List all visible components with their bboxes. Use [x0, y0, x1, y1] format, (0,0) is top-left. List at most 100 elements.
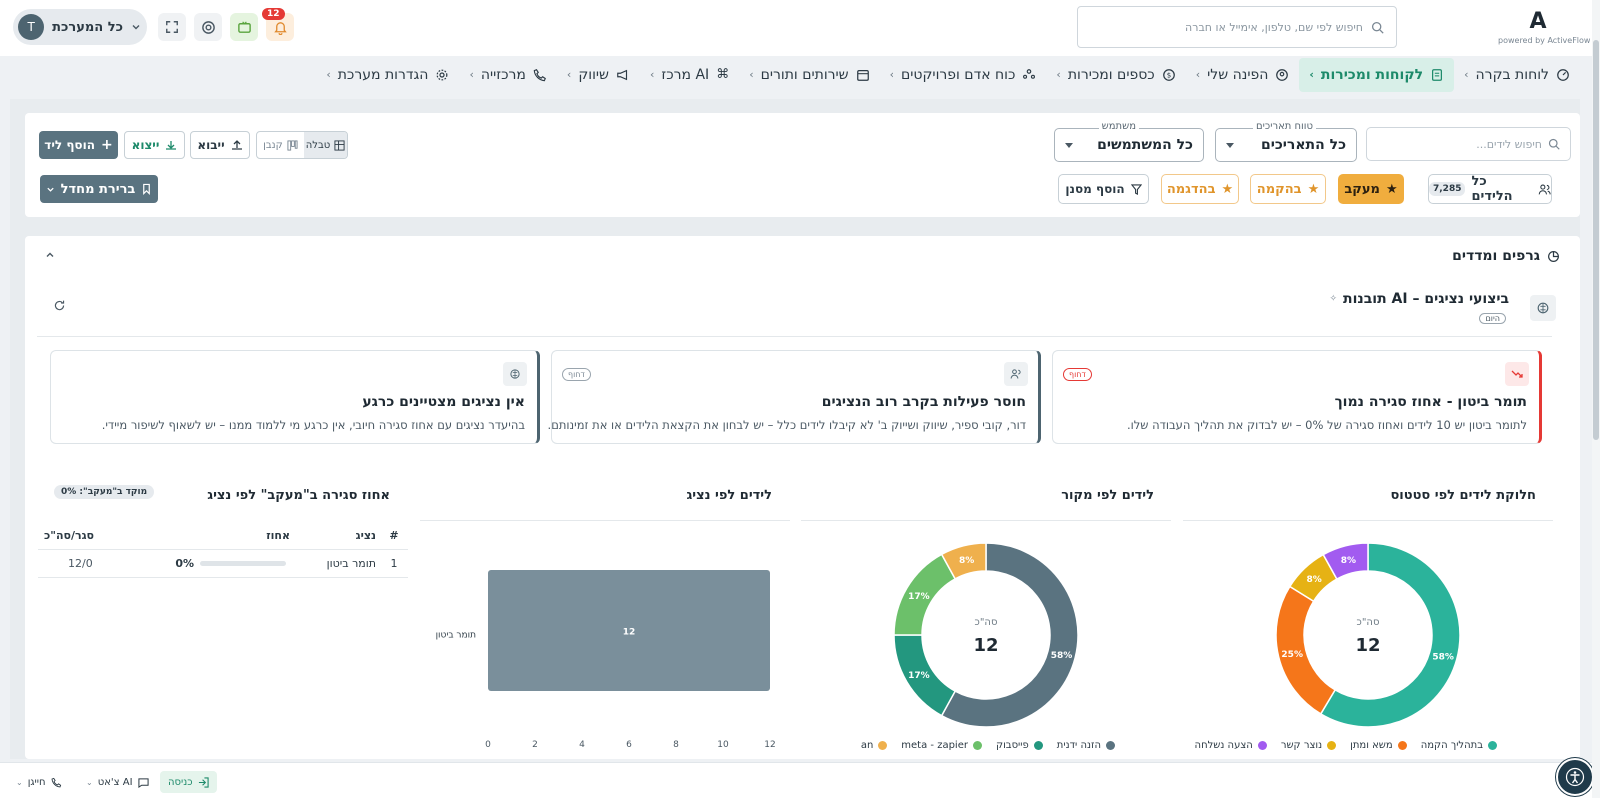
col-header: סגר/סה"כ: [44, 529, 95, 542]
section-header: גרפים ומדדים: [1452, 248, 1560, 264]
insight-title: חוסר פעילות בקרב רוב הנציגים: [821, 394, 1026, 410]
legend-label: הצעה נשלחה: [1194, 740, 1253, 751]
accessibility-button[interactable]: [1556, 758, 1594, 796]
collapse-section-button[interactable]: [45, 250, 55, 260]
nav-item-customers-sales[interactable]: לקוחות ומכירות ‹: [1299, 57, 1455, 92]
section-title: גרפים ומדדים: [1452, 248, 1540, 264]
nav-item-switchboard[interactable]: מרכזייה ‹: [459, 58, 556, 92]
powered-by: powered by ActiveFlow: [1498, 36, 1591, 45]
insight-title: תומר ביטון - אחוז סגירה נמוך: [1334, 394, 1527, 410]
ai-chat-button[interactable]: צ'אט AI ⌄: [78, 771, 157, 793]
chevron-left-icon: ‹: [566, 68, 572, 81]
col-header: נציג: [355, 529, 376, 542]
gear-icon: [437, 69, 448, 80]
chevron-left-icon: ‹: [889, 68, 894, 81]
sparkle-icon: ✧: [1329, 294, 1338, 304]
row-index: 1: [390, 557, 398, 570]
donut-slice[interactable]: [1319, 542, 1461, 728]
star-icon: ★: [1307, 181, 1320, 197]
tv-button[interactable]: [230, 13, 258, 41]
chevron-left-icon: ‹: [1464, 68, 1469, 81]
chart-title-source: לידים לפי מקור: [1061, 488, 1154, 503]
search-icon: [1371, 21, 1384, 34]
nav-item-my-corner[interactable]: הפינה שלי ‹: [1186, 58, 1300, 92]
add-lead-button[interactable]: + הוסף ליד: [39, 131, 118, 159]
command-icon: ⌘: [716, 67, 730, 82]
nav-item-services-queues[interactable]: שירותים ותורים ‹: [739, 58, 879, 92]
x-tick-label: 6: [626, 740, 632, 750]
bell-icon: [273, 21, 287, 35]
default-view-button[interactable]: ברירת מחדל: [40, 175, 158, 203]
view-toggle: קנבן טבלה: [256, 131, 348, 159]
scrollbar-track[interactable]: [1592, 0, 1600, 798]
chip-all-leads-label: כל הלידים: [1471, 174, 1513, 204]
chevron-down-icon: [132, 25, 140, 30]
chart-title-close-rate: אחוז סגירה ב"מעקב" לפי נציג: [207, 488, 390, 503]
insight-title: אין נציגים מצטיינים כרגע: [362, 394, 525, 410]
leads-search-input[interactable]: [1377, 137, 1542, 151]
star-icon: ★: [1385, 181, 1398, 197]
bar[interactable]: [488, 570, 770, 691]
legend-label: הזנה ידנית: [1056, 740, 1101, 751]
slice-percent-label: 17%: [908, 592, 930, 602]
scope-label: כל המערכת: [52, 19, 123, 35]
table-header-row: # נציג אחוז סגר/סה"כ: [38, 522, 408, 550]
source-donut-chart: 58% 17% 17% 8% סה"כ 12: [893, 542, 1079, 728]
svg-text:$: $: [1166, 71, 1170, 79]
insight-card: דחוף חוסר פעילות בקרב רוב הנציגים דור, ק…: [548, 350, 1041, 444]
user-scope-selector[interactable]: T כל המערכת: [13, 9, 147, 45]
legend-label: בתהליך הקמה: [1420, 740, 1483, 751]
chip-setup[interactable]: ★ בהקמה: [1250, 174, 1326, 204]
chevron-down-icon: ⌄: [86, 777, 93, 787]
leads-search[interactable]: [1366, 127, 1571, 161]
source-legend: הזנה ידנית פייסבוק meta - zapier an: [861, 740, 1115, 751]
closed-total: 12/0: [68, 557, 93, 570]
donut-slice[interactable]: [940, 542, 987, 580]
nav-item-ai-center[interactable]: ⌘ מרכז AI ‹: [640, 58, 739, 92]
slice-percent-label: 8%: [1307, 575, 1322, 585]
nav-item-dashboards[interactable]: לוחות בקרה ‹: [1454, 58, 1580, 92]
chevron-down-icon: ⌄: [16, 777, 23, 787]
chip-all-leads[interactable]: כל הלידים 7,285: [1428, 174, 1552, 204]
support-button[interactable]: [194, 13, 222, 41]
nav-item-workforce-projects[interactable]: כוח אדם ופרויקטים ‹: [880, 58, 1047, 92]
user-select[interactable]: משתמש כל המשתמשים: [1054, 121, 1204, 162]
slice-percent-label: 25%: [1281, 650, 1303, 660]
date-range-select[interactable]: טווח תאריכים כל התאריכים: [1215, 121, 1357, 162]
main-nav: לוחות בקרה ‹ לקוחות ומכירות ‹ הפינה שלי …: [316, 57, 1580, 92]
ai-insights-header: תובנות AI – ביצועי נציגים ✧: [1330, 291, 1510, 307]
col-header: אחוז: [266, 529, 290, 542]
logo[interactable]: A powered by ActiveFlow: [1498, 10, 1591, 46]
dialer-button[interactable]: חייגן ⌄: [8, 771, 70, 793]
global-search-input[interactable]: [1090, 20, 1363, 34]
table-row[interactable]: 1 תומר ביטון 0% 12/0: [38, 550, 408, 578]
nav-item-system-settings[interactable]: הגדרות מערכת ‹: [316, 58, 459, 92]
x-tick-label: 8: [673, 740, 679, 750]
clipboard-icon: [1432, 68, 1443, 81]
nav-item-finance-sales[interactable]: $ כספים ומכירות ‹: [1046, 58, 1185, 92]
chip-demo[interactable]: ★ בהדגמה: [1161, 174, 1239, 204]
col-header: #: [389, 529, 399, 542]
refresh-insights-button[interactable]: [53, 299, 66, 312]
close-rate-cell: 0%: [150, 557, 290, 570]
fullscreen-button[interactable]: [158, 13, 186, 41]
plus-icon: +: [100, 137, 113, 153]
view-kanban-button[interactable]: קנבן: [257, 132, 304, 158]
import-button[interactable]: ייבוא: [190, 131, 250, 159]
add-filter-button[interactable]: הוסף מסנן: [1058, 174, 1149, 204]
global-search[interactable]: [1077, 6, 1397, 48]
chip-followup[interactable]: ★ מעקב: [1338, 174, 1404, 204]
donut-slice[interactable]: [940, 542, 1079, 728]
export-button[interactable]: ייצוא: [124, 131, 185, 159]
chip-setup-label: בהקמה: [1256, 181, 1302, 197]
nav-item-marketing[interactable]: שיווק ‹: [557, 58, 640, 92]
donut-slice[interactable]: [1322, 542, 1369, 581]
checkin-button[interactable]: כניסה: [160, 771, 217, 793]
scrollbar-thumb[interactable]: [1593, 40, 1599, 440]
phone-icon: [533, 68, 546, 81]
expand-icon: [166, 21, 178, 33]
view-table-button[interactable]: טבלה: [303, 132, 347, 158]
chevron-down-icon: [47, 187, 54, 192]
filter-icon: [1130, 183, 1142, 195]
kanban-icon: [287, 139, 298, 151]
